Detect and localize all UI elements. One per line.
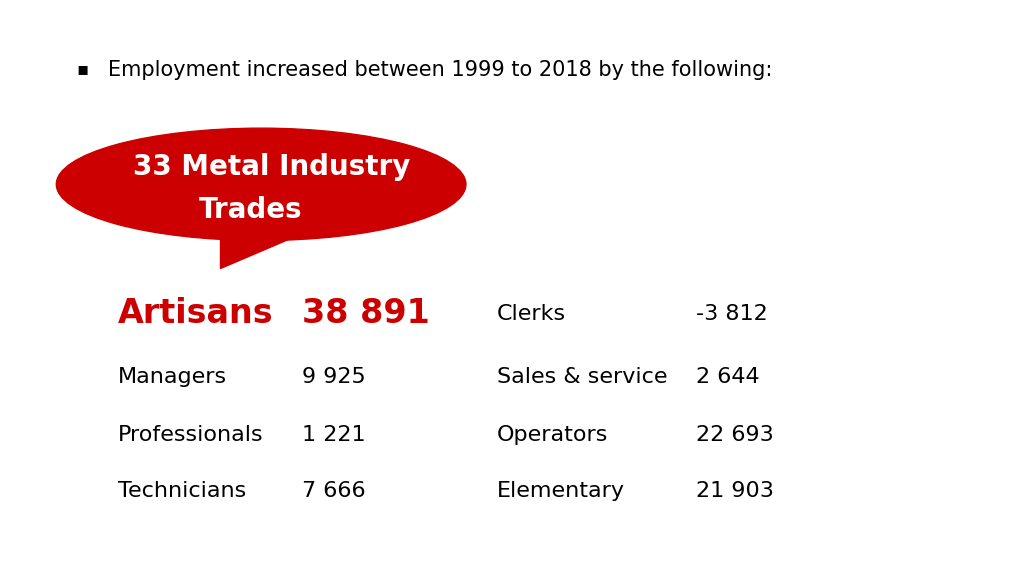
Text: Professionals: Professionals	[118, 425, 263, 445]
Text: Sales & service: Sales & service	[497, 367, 668, 387]
Text: 38 891: 38 891	[302, 297, 430, 331]
Text: Employment increased between 1999 to 2018 by the following:: Employment increased between 1999 to 201…	[108, 60, 772, 81]
Text: -3 812: -3 812	[696, 304, 768, 324]
Text: 22 693: 22 693	[696, 425, 774, 445]
Text: ▪: ▪	[77, 60, 89, 78]
Text: 1 221: 1 221	[302, 425, 366, 445]
Text: Trades: Trades	[199, 196, 303, 224]
Text: 2 644: 2 644	[696, 367, 760, 387]
Text: Managers: Managers	[118, 367, 227, 387]
Text: Artisans: Artisans	[118, 297, 273, 331]
Text: 9 925: 9 925	[302, 367, 366, 387]
Text: 21 903: 21 903	[696, 481, 774, 501]
Text: Technicians: Technicians	[118, 481, 246, 501]
Polygon shape	[220, 233, 302, 268]
Text: Elementary: Elementary	[497, 481, 625, 501]
Text: 33 Metal Industry: 33 Metal Industry	[133, 153, 410, 181]
Text: 7 666: 7 666	[302, 481, 366, 501]
Ellipse shape	[56, 128, 466, 241]
Text: Clerks: Clerks	[497, 304, 566, 324]
Text: Operators: Operators	[497, 425, 608, 445]
